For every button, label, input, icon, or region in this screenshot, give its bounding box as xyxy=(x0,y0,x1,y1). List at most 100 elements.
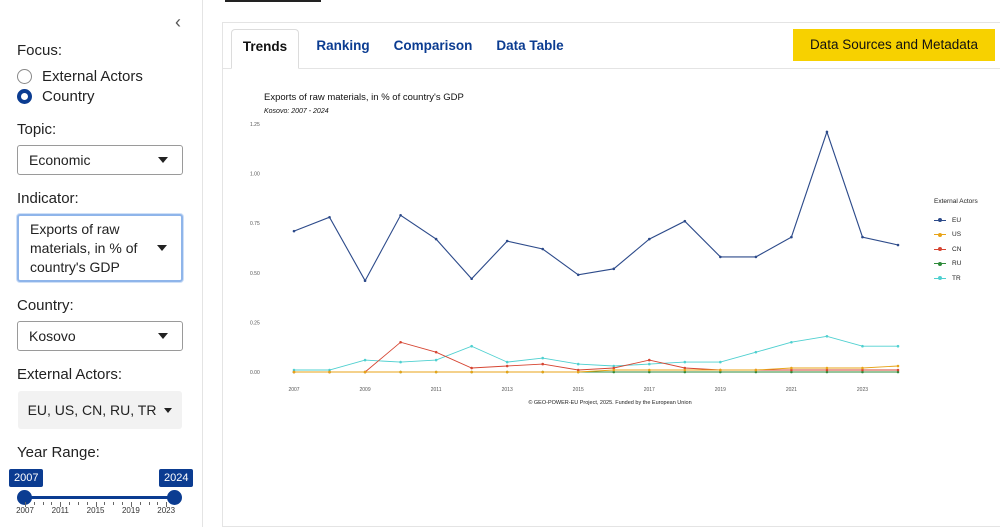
data-point-ru xyxy=(790,370,793,374)
legend-swatch xyxy=(934,246,946,252)
data-point-us xyxy=(434,370,438,374)
slider-minor-tick xyxy=(42,502,44,505)
slider-minor-tick xyxy=(122,502,124,505)
focus-option-label: External Actors xyxy=(42,68,143,85)
data-point-eu xyxy=(861,235,864,239)
x-tick-label: 2017 xyxy=(644,387,655,393)
x-tick-label: 2021 xyxy=(786,387,797,393)
legend-swatch xyxy=(934,275,946,281)
data-point-us xyxy=(363,370,367,374)
year-start-handle[interactable] xyxy=(17,490,32,505)
caret-down-icon xyxy=(158,333,168,339)
data-point-eu xyxy=(328,215,331,219)
data-point-ru xyxy=(683,370,687,374)
legend-item-tr[interactable]: TR xyxy=(934,271,978,286)
data-point-us xyxy=(612,368,616,372)
radio-checked-icon[interactable] xyxy=(17,89,32,104)
country-label: Country: xyxy=(17,297,74,314)
data-point-us xyxy=(754,368,758,372)
data-point-tr xyxy=(399,360,402,364)
legend-item-ru[interactable]: RU xyxy=(934,257,978,272)
x-tick-label: 2019 xyxy=(715,387,726,393)
slider-minor-tick xyxy=(33,502,35,505)
x-tick-label: 2009 xyxy=(359,387,370,393)
data-point-tr xyxy=(825,334,829,338)
slider-minor-tick xyxy=(86,502,88,505)
external-actors-value: EU, US, CN, RU, TR xyxy=(27,402,157,418)
data-sources-button[interactable]: Data Sources and Metadata xyxy=(793,29,995,61)
data-point-eu xyxy=(292,229,296,233)
country-value: Kosovo xyxy=(29,328,76,344)
slider-tick xyxy=(25,502,26,507)
legend-label: TR xyxy=(952,274,961,282)
chart-legend: External Actors EU US CN RU TR xyxy=(934,198,978,286)
legend-item-eu[interactable]: EU xyxy=(934,213,978,228)
slider-tick-label: 2023 xyxy=(157,506,176,515)
data-point-us xyxy=(719,368,722,372)
x-tick-label: 2015 xyxy=(573,387,584,393)
slider-minor-tick xyxy=(51,502,53,505)
trend-chart: 0.00 0.25 0.50 0.75 1.00 1.25 2007 2009 2011 2013… xyxy=(250,122,900,393)
slider-minor-tick xyxy=(104,502,106,505)
topic-value: Economic xyxy=(29,152,91,168)
year-range-track[interactable] xyxy=(25,496,175,499)
data-point-eu xyxy=(612,267,616,271)
data-point-us xyxy=(825,366,829,370)
tab-ranking[interactable]: Ranking xyxy=(316,38,370,53)
caret-down-icon xyxy=(157,245,167,251)
tab-trends[interactable]: Trends xyxy=(231,29,299,69)
data-point-cn xyxy=(541,362,545,366)
data-point-eu xyxy=(434,237,438,241)
slider-minor-tick xyxy=(157,502,159,505)
data-point-us xyxy=(505,370,509,374)
focus-option-country[interactable]: Country xyxy=(17,88,95,105)
radio-icon[interactable] xyxy=(17,69,32,84)
data-point-eu xyxy=(647,237,651,241)
chart-title: Exports of raw materials, in % of countr… xyxy=(264,92,464,103)
country-select[interactable]: Kosovo xyxy=(17,321,183,351)
caret-down-icon xyxy=(164,407,173,413)
data-point-tr xyxy=(292,368,296,372)
data-point-tr xyxy=(470,344,473,348)
x-tick-label: 2023 xyxy=(857,387,868,393)
data-point-tr xyxy=(754,350,758,354)
year-end-handle[interactable] xyxy=(167,490,182,505)
focus-option-external-actors[interactable]: External Actors xyxy=(17,68,143,85)
data-point-ru xyxy=(612,370,616,374)
topic-select[interactable]: Economic xyxy=(17,145,183,175)
data-point-us xyxy=(541,370,545,374)
legend-swatch xyxy=(934,217,946,223)
data-point-tr xyxy=(647,362,651,366)
indicator-value: Exports of raw materials, in % of countr… xyxy=(30,220,138,275)
collapse-sidebar-icon[interactable]: ‹ xyxy=(175,12,181,32)
slider-tick xyxy=(95,502,97,507)
data-point-eu xyxy=(399,213,402,217)
legend-item-cn[interactable]: CN xyxy=(934,242,978,257)
data-point-ru xyxy=(825,370,829,374)
indicator-select[interactable]: Exports of raw materials, in % of countr… xyxy=(17,214,183,282)
data-point-tr xyxy=(541,356,545,360)
external-actors-select[interactable]: EU, US, CN, RU, TR xyxy=(18,391,182,429)
data-point-tr xyxy=(505,360,509,364)
slider-tick-label: 2007 xyxy=(16,506,34,515)
tab-comparison[interactable]: Comparison xyxy=(393,38,473,53)
slider-tick-label: 2015 xyxy=(86,506,105,515)
external-actors-label: External Actors: xyxy=(17,366,123,383)
y-tick-label: 0.75 xyxy=(250,221,260,227)
data-point-eu xyxy=(470,277,473,281)
data-point-us xyxy=(647,368,651,372)
top-tab-indicator xyxy=(225,0,321,2)
sidebar: ‹ Focus: External Actors Country Topic: … xyxy=(0,0,203,527)
legend-item-us[interactable]: US xyxy=(934,228,978,243)
data-point-us xyxy=(470,370,473,374)
data-point-tr xyxy=(612,364,616,368)
slider-minor-tick xyxy=(69,502,71,505)
data-point-eu xyxy=(825,130,829,134)
year-range-label: Year Range: xyxy=(17,444,100,461)
y-tick-label: 0.50 xyxy=(250,271,260,277)
tab-data-table[interactable]: Data Table xyxy=(496,38,564,53)
x-tick-label: 2011 xyxy=(431,387,442,393)
caret-down-icon xyxy=(158,157,168,163)
data-point-ru xyxy=(647,370,651,374)
legend-swatch xyxy=(934,232,946,238)
